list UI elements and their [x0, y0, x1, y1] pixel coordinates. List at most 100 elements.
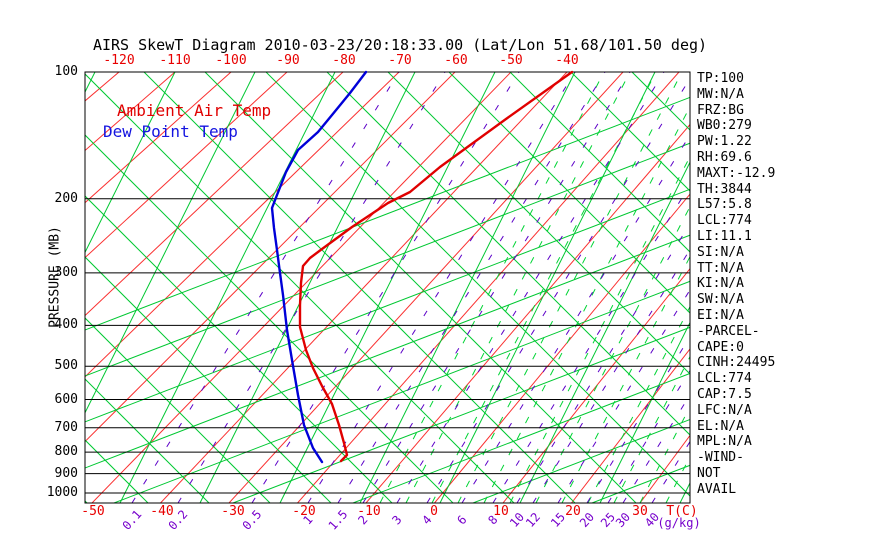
mixing-ratio-axis-unit: (g/kg): [657, 516, 701, 530]
dry-adiabats-line: [85, 500, 88, 503]
mixing-ratio-dashed-line: [532, 248, 690, 503]
isotherms-line: [85, 72, 232, 204]
legend-dew-point-temp: Dew Point Temp: [103, 122, 238, 141]
stats-panel-item: MPL:N/A: [697, 434, 752, 450]
top-axis-temp-label: -110: [159, 53, 191, 68]
stats-panel-item: KI:N/A: [697, 276, 744, 292]
top-axis-temp-label: -60: [444, 53, 468, 68]
bottom-axis-temp-label: -10: [357, 504, 381, 519]
isotherms-line: [85, 72, 456, 443]
stats-panel-item: LCL:774: [697, 213, 752, 229]
shallow-green-line: [85, 188, 690, 423]
dry-adiabats-line: [265, 72, 690, 497]
stats-panel-item: FRZ:BG: [697, 102, 744, 118]
mixing-ratio-dashed-line: [131, 72, 400, 503]
dry-adiabats-line: [204, 72, 637, 503]
mixing-ratio-dashed-line: [337, 72, 606, 503]
stats-panel-item: SW:N/A: [697, 292, 744, 308]
dry-adiabats-line: [85, 378, 210, 503]
steep-green-line: [599, 321, 690, 503]
dry-adiabats-line: [387, 72, 690, 375]
shallow-green-line: [85, 96, 690, 331]
mixing-ratio-dashed-line: [362, 72, 631, 503]
stats-panel-item: LI:11.1: [697, 229, 752, 244]
stats-panel-item: -PARCEL-: [697, 323, 760, 339]
plot-frame: [84, 71, 691, 504]
steep-green-line: [359, 72, 576, 503]
top-axis-temp-label: -50: [499, 53, 523, 68]
stats-panel-item: SI:N/A: [697, 244, 744, 260]
mixing-ratio-dashed-line: [461, 134, 690, 503]
stats-panel-item: EI:N/A: [697, 308, 744, 323]
legend-ambient-air-temp: Ambient Air Temp: [117, 101, 272, 120]
bottom-axis-temp-label: 10: [493, 504, 509, 519]
pressure-tick-label: 800: [54, 444, 78, 460]
dry-adiabats-line: [85, 195, 393, 503]
mixing-ratio-dashed-line: [651, 440, 690, 503]
steep-green-line: [199, 72, 416, 503]
mixing-ratio-dashed-line: [396, 72, 665, 503]
dry-adiabats-line: [326, 72, 690, 436]
stats-panel-item: LCL:774: [697, 371, 752, 387]
stats-panel-item: EL:N/A: [697, 418, 744, 434]
stats-panel-item: L57:5.8: [697, 197, 752, 213]
shallow-green-line: [85, 234, 690, 469]
top-axis-temp-label: -100: [215, 53, 247, 68]
stats-panel-item: LFC:N/A: [697, 402, 752, 418]
shallow-green-line: [113, 280, 690, 503]
bottom-axis-temp-label: -20: [292, 504, 316, 519]
grid-lines: [85, 72, 690, 503]
page-title: AIRS SkewT Diagram 2010-03-23/20:18:33.0…: [92, 36, 708, 54]
isotherms-line: [85, 72, 176, 152]
pressure-tick-label: 1000: [46, 485, 78, 500]
stats-panel-item: -WIND-: [697, 450, 744, 466]
bottom-axis-temp-label: 20: [565, 504, 581, 519]
shallow-green-line: [85, 142, 690, 377]
steep-green-line: [85, 72, 176, 254]
steep-green-line: [279, 72, 496, 503]
bottom-axis-temp-label: 30: [632, 504, 648, 519]
steep-green-line: [519, 161, 690, 503]
dry-adiabats-line: [509, 72, 690, 253]
pressure-tick-label: 700: [54, 419, 78, 435]
isotherms-line: [160, 72, 568, 503]
mixing-ratio-dashed-line: [426, 77, 690, 503]
dry-adiabats-line: [85, 73, 515, 503]
bottom-axis-temp-label: 0: [430, 504, 438, 519]
top-axis-temp-label: -40: [555, 53, 579, 68]
stats-panel-item: RH:69.6: [697, 150, 752, 165]
dew-point-curve: [270, 70, 368, 464]
stats-panel-item: CAP:7.5: [697, 387, 752, 402]
mixing-ratio-dashed-line: [251, 72, 520, 503]
stats-panel-item: CAPE:0: [697, 339, 744, 355]
dry-adiabats-line: [85, 256, 332, 503]
stats-panel-item: CINH:24495: [697, 355, 776, 371]
stats-panel-item: TH:3844: [697, 181, 752, 197]
dry-adiabats-line: [85, 317, 271, 503]
bottom-axis-temp-label: -30: [221, 504, 245, 519]
stats-panel-item: TP:100: [697, 71, 744, 86]
isotherms-line: [571, 348, 690, 503]
top-axis-temp-label: -70: [388, 53, 412, 68]
dry-adiabats-line: [85, 134, 454, 503]
stats-panel-item: PW:1.22: [697, 134, 752, 150]
stats-panel-item: MW:N/A: [697, 86, 744, 102]
pressure-tick-label: 400: [54, 317, 78, 333]
dry-adiabats-line: [143, 72, 576, 503]
shallow-green-line: [472, 418, 690, 503]
isotherms-line: [434, 193, 690, 503]
bottom-axis-temp-label: -50: [81, 504, 105, 519]
top-axis-temp-label: -80: [332, 53, 356, 68]
ambient-temp-curve: [298, 70, 574, 463]
stats-panel-item: WB0:279: [697, 118, 752, 134]
top-axis-temp-label: -120: [103, 53, 135, 68]
steep-green-line: [439, 72, 656, 503]
shallow-green-line: [352, 372, 690, 503]
bottom-axis-temp-label: -40: [150, 504, 174, 519]
pressure-tick-label: 900: [54, 465, 78, 481]
pressure-tick-label: 600: [54, 391, 78, 407]
isotherms-line: [365, 123, 690, 503]
pressure-tick-label: 100: [54, 64, 78, 79]
dry-adiabats-line: [570, 72, 690, 192]
